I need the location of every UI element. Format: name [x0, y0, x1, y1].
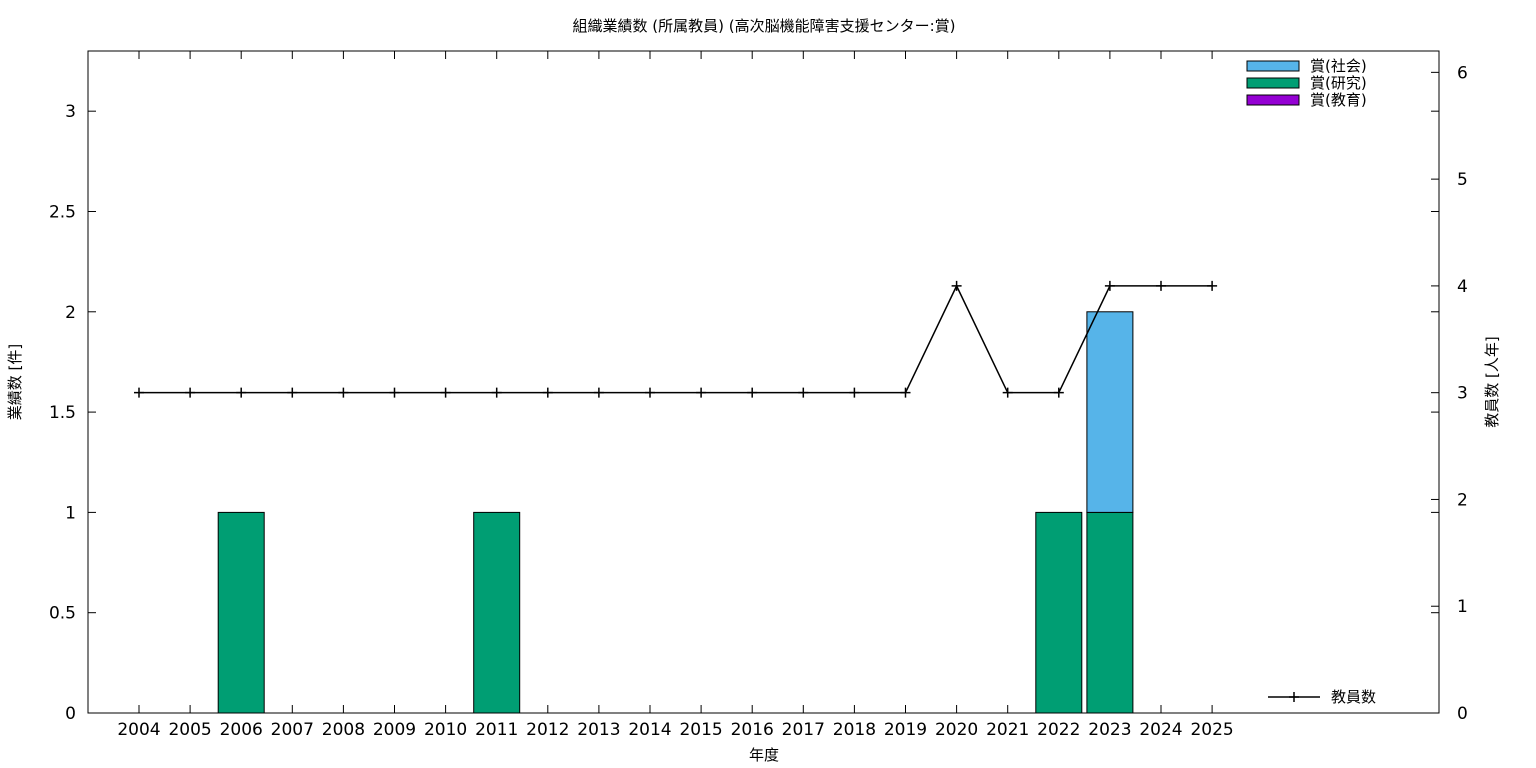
line-series-path [139, 284, 1213, 394]
line-point-2014 [645, 387, 655, 398]
legend-label-social: 賞(社会) [1310, 57, 1367, 75]
legend-line-marker [1289, 692, 1299, 702]
y2-tick-label: 3 [1457, 384, 1468, 404]
plot-frame [87, 50, 1440, 714]
y2-tick-label: 2 [1457, 490, 1468, 510]
x-tick-label: 2012 [526, 720, 569, 740]
line-point-2023 [1104, 280, 1115, 291]
y-tick-label: 0 [65, 704, 76, 724]
x-tick-label: 2019 [884, 720, 927, 740]
x-tick-label: 2006 [220, 720, 263, 740]
bar-research-2022 [1035, 511, 1083, 714]
line-point-2021 [1002, 387, 1013, 398]
plot-layer: 0 0.5 1 1.5 2 2.5 3 0 1 2 3 4 5 6 2004 2005 2006 2007 2008… [49, 51, 1468, 740]
legend-label-line: 教員数 [1331, 688, 1376, 706]
x-tick-label: 2008 [322, 720, 365, 740]
legend-label-education: 賞(教育) [1310, 91, 1367, 109]
bar-research-2023 [1086, 511, 1134, 714]
bar-research-2011 [473, 511, 521, 714]
line-point-2015 [696, 387, 707, 398]
x-axis-label: 年度 [749, 746, 779, 764]
y-axis-label: 業績数 [件] [6, 344, 24, 420]
x-tick-label: 2018 [833, 720, 876, 740]
line-point-2018 [849, 387, 860, 398]
x-tick-label: 2013 [577, 720, 620, 740]
x-tick-label: 2022 [1037, 720, 1080, 740]
y-tick-label: 2.5 [49, 202, 76, 222]
line-point-2017 [798, 387, 809, 398]
x-tick-label: 2024 [1139, 720, 1182, 740]
line-point-2005 [185, 387, 196, 398]
x-tick-label: 2025 [1190, 720, 1233, 740]
line-point-2012 [542, 387, 553, 398]
x-tick-label: 2004 [117, 720, 160, 740]
x-tick-label: 2010 [424, 720, 467, 740]
line-point-2019 [900, 387, 911, 398]
legend-swatch-social [1246, 60, 1300, 72]
line-point-2006 [236, 387, 247, 398]
y2-tick-label: 1 [1457, 597, 1468, 617]
chart-title: 組織業績数 (所属教員) (高次脳機能障害支援センター:賞) [572, 17, 955, 35]
bar-social-2023 [1086, 311, 1134, 513]
line-point-2013 [593, 387, 604, 398]
x-tick-label: 2023 [1088, 720, 1131, 740]
y-tick-label: 1 [65, 503, 76, 523]
y2-tick-label: 5 [1457, 170, 1468, 190]
x-tick-label: 2015 [679, 720, 722, 740]
line-point-2022 [1053, 387, 1064, 398]
line-point-2025 [1207, 280, 1218, 291]
line-point-2020 [951, 280, 962, 291]
line-point-2007 [287, 387, 298, 398]
x-tick-label: 2014 [628, 720, 671, 740]
x-tick-label: 2007 [271, 720, 314, 740]
y2-axis-label: 教員数 [人年] [1483, 336, 1501, 427]
y2-tick-label: 6 [1457, 63, 1468, 83]
x-tick-label: 2009 [373, 720, 416, 740]
line-point-2004 [134, 387, 144, 398]
line-point-2009 [389, 387, 400, 398]
x-tick-label: 2020 [935, 720, 978, 740]
legend-swatch-research [1246, 77, 1300, 89]
x-tick-label: 2011 [475, 720, 518, 740]
y-tick-label: 3 [65, 102, 76, 122]
y-tick-label: 0.5 [49, 604, 76, 624]
x-tick-label: 2017 [782, 720, 825, 740]
y2-tick-label: 0 [1457, 704, 1468, 724]
y-tick-label: 1.5 [49, 403, 76, 423]
x-tick-label: 2021 [986, 720, 1029, 740]
line-point-2024 [1156, 280, 1166, 291]
line-point-2010 [440, 387, 451, 398]
bar-research-2006 [217, 511, 265, 714]
legend-swatch-education [1246, 94, 1300, 106]
y-tick-label: 2 [65, 303, 76, 323]
legend-label-research: 賞(研究) [1310, 74, 1367, 92]
x-tick-label: 2005 [168, 720, 211, 740]
line-point-2016 [747, 387, 758, 398]
line-point-2008 [338, 387, 349, 398]
line-point-2011 [491, 387, 502, 398]
y2-tick-label: 4 [1457, 277, 1468, 297]
x-tick-label: 2016 [731, 720, 774, 740]
